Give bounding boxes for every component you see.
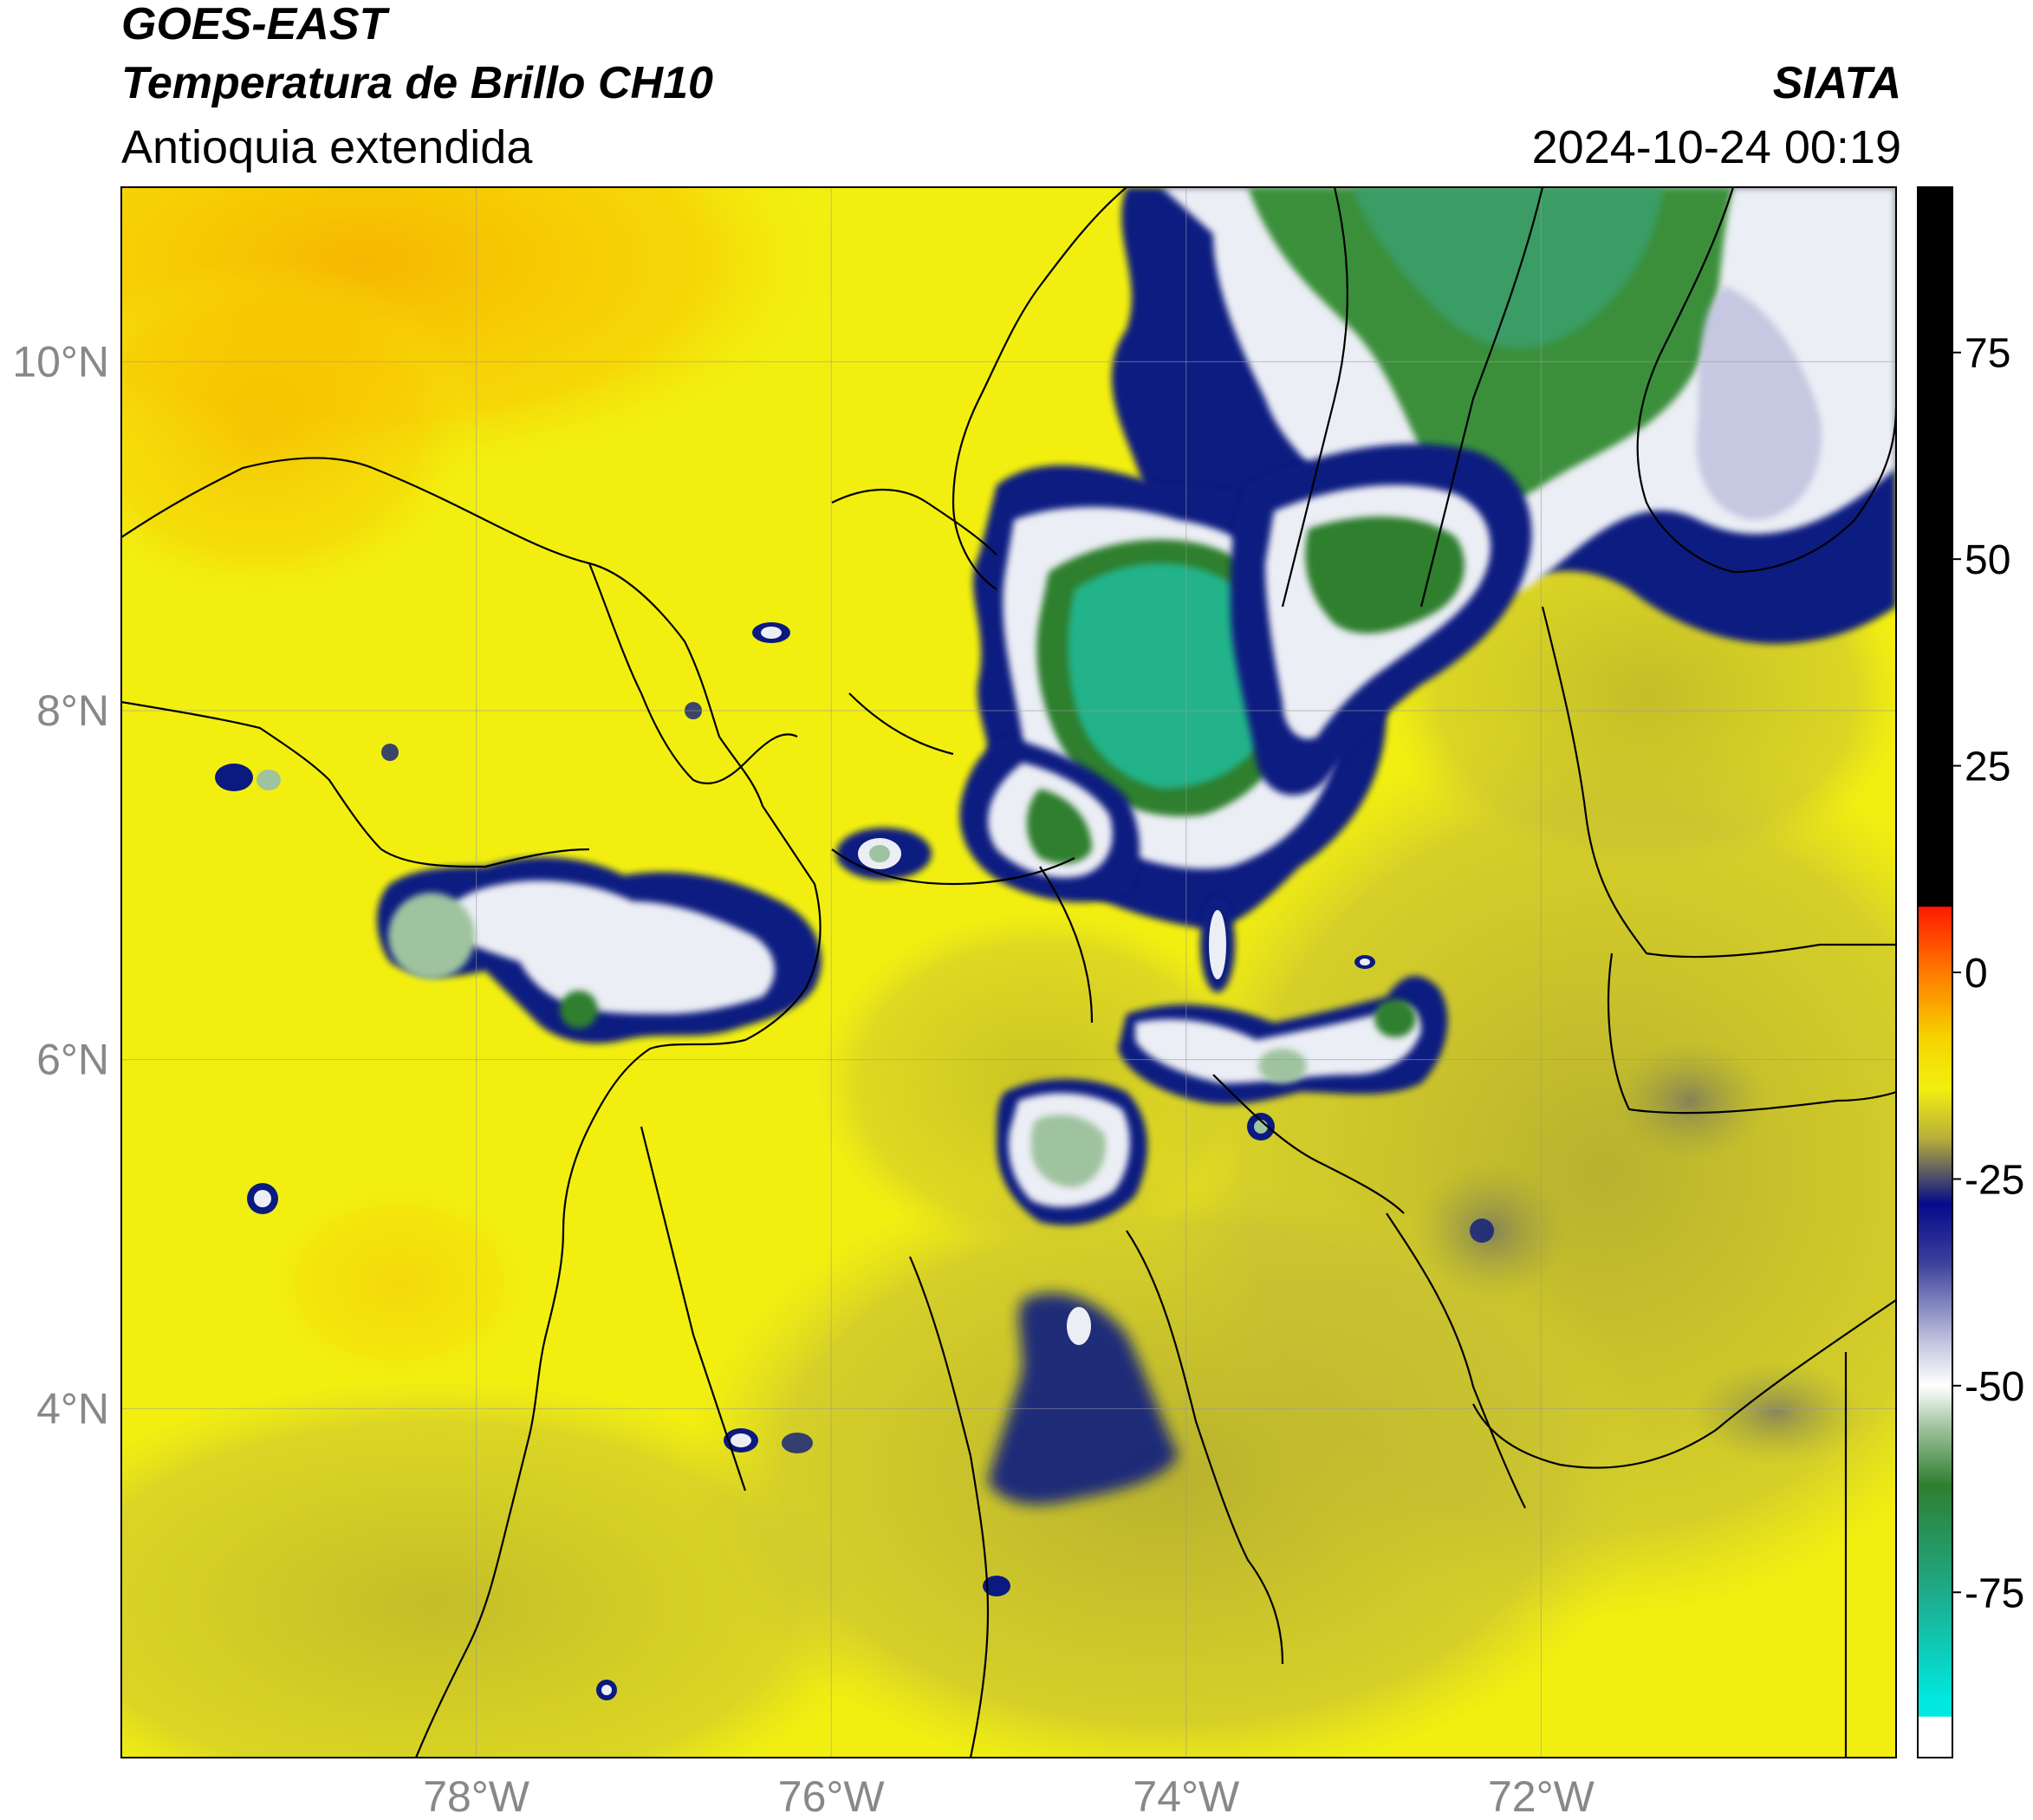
colorbar-tick-label: -75 [1965,1570,2024,1616]
brightness-temperature-field [121,187,1896,1758]
x-tick-label: 72°W [1488,1772,1595,1820]
timestamp-label: 2024-10-24 00:19 [1531,121,1901,173]
colorbar-tick-label: -25 [1965,1157,2024,1203]
map-gridlines [121,187,1896,1758]
brand-label: SIATA [1772,58,1901,108]
cloud-band-west [377,857,822,1043]
x-axis-ticks: 78°W 76°W 74°W 72°W [423,1772,1595,1820]
y-tick-label: 6°N [36,1036,109,1084]
product-title: Temperatura de Brillo CH10 [121,58,713,108]
cloud-central-east [1231,444,1532,796]
colorbar: 75 50 25 0 -25 -50 -75 [1917,186,2024,1758]
x-tick-label: 78°W [423,1772,530,1820]
colorbar-ticks: 75 50 25 0 -25 -50 -75 [1952,331,2024,1616]
satellite-title: GOES-EAST [121,0,387,49]
cloud-south-west [997,1079,1147,1225]
cloud-middle [1118,976,1448,1105]
colorbar-tick-label: 50 [1965,537,2010,583]
y-axis-ticks: 10°N 8°N 6°N 4°N [12,337,109,1433]
cloud-central-south [959,737,1140,902]
cloud-south [988,1293,1179,1505]
region-subtitle: Antioquia extendida [121,121,533,173]
x-tick-label: 76°W [778,1772,886,1820]
y-tick-label: 8°N [36,686,109,735]
colorbar-tick-label: 0 [1965,951,1988,997]
map-frame [120,186,1897,1758]
y-tick-label: 4°N [36,1384,109,1433]
colorbar-tick-label: 75 [1965,331,2010,377]
colorbar-scale [1917,186,1953,1758]
y-tick-label: 10°N [12,337,109,386]
coastline-borders [121,187,1896,1758]
x-tick-label: 74°W [1133,1772,1240,1820]
colorbar-tick-label: 25 [1965,744,2010,790]
colorbar-tick-label: -50 [1965,1364,2024,1410]
